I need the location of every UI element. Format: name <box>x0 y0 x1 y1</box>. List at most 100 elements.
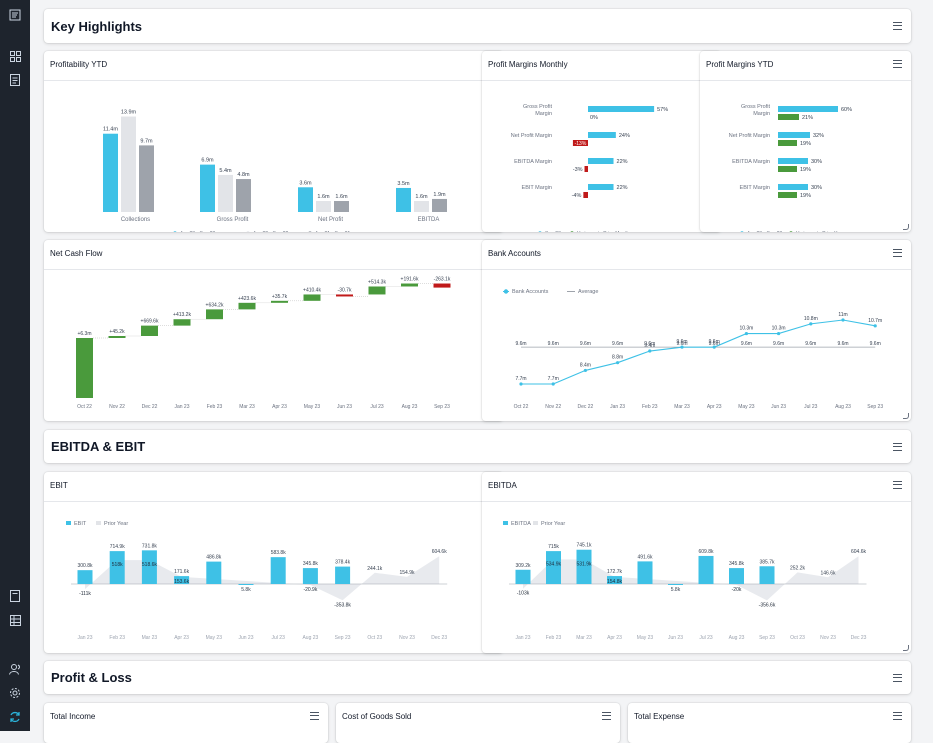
ebitda-card: EBITDA 309.2k 715k 745.1k 172.7k 491.6k 5.8k 6… <box>482 472 911 653</box>
resize-handle-icon[interactable] <box>903 645 909 651</box>
data-label: 9.6m <box>515 341 526 347</box>
data-label: +35.7k <box>272 294 288 300</box>
total-expense-card: Total Expense <box>628 703 911 743</box>
category-label: EBITDA <box>418 217 440 223</box>
bar <box>515 569 531 584</box>
total-income-card: Total Income <box>44 703 328 743</box>
data-point <box>712 345 716 349</box>
data-label: 9.6m <box>773 341 784 347</box>
category-label: Gross Profit <box>217 217 249 223</box>
card-menu-icon[interactable] <box>893 480 902 490</box>
profitability-card: Profitability YTD 11.4m 13.9m 9.7m Collecti… <box>44 51 503 232</box>
bar <box>778 106 838 112</box>
card-menu-icon[interactable] <box>602 711 611 721</box>
category-label: Dec 23 <box>431 635 447 641</box>
book-icon[interactable] <box>7 588 23 604</box>
card-title: Profitability YTD <box>50 60 108 69</box>
legend-label: Jan 23 - Sep 23 <box>747 231 783 232</box>
data-label: 30% <box>811 159 822 165</box>
data-label: -20.9k <box>303 587 317 593</box>
data-point <box>680 345 684 349</box>
prior-year-area <box>85 556 440 601</box>
data-label: 9.6m <box>676 339 687 345</box>
bar <box>336 294 353 297</box>
section-menu-icon[interactable] <box>893 442 902 452</box>
bar <box>109 551 125 584</box>
data-label: -356.6k <box>759 602 776 608</box>
data-label: 583.8k <box>271 550 287 556</box>
category-label: Gross Profit <box>523 104 553 110</box>
data-point <box>648 349 652 353</box>
card-menu-icon[interactable] <box>893 248 902 258</box>
data-label: 22% <box>617 159 628 165</box>
category-label: Jul 23 <box>699 635 713 641</box>
data-label: -3% <box>573 167 583 173</box>
users-icon[interactable] <box>7 661 23 677</box>
legend-label: EBIT <box>74 521 87 527</box>
data-point <box>616 361 620 365</box>
card-title: Net Cash Flow <box>50 249 103 258</box>
legend-label: Jan 23 - Sep 23 <box>180 231 216 232</box>
card-title: EBITDA <box>488 481 517 490</box>
data-label: 1.6m <box>317 194 330 200</box>
card-menu-icon[interactable] <box>893 59 902 69</box>
legend-swatch <box>308 231 312 232</box>
category-label: Net Profit Margin <box>511 133 552 139</box>
category-label: Sep 23 <box>759 635 775 641</box>
resize-handle-icon[interactable] <box>903 413 909 419</box>
data-label: +413.2k <box>173 312 191 318</box>
legend-swatch <box>740 231 744 232</box>
category-label: EBITDA Margin <box>732 159 770 165</box>
bar <box>576 549 592 584</box>
settings-icon[interactable] <box>7 685 23 701</box>
data-label: +6.3m <box>77 331 91 337</box>
menu-collapse-icon[interactable] <box>7 7 23 23</box>
data-label: -353.8k <box>334 602 351 608</box>
card-menu-icon[interactable] <box>310 711 319 721</box>
bar <box>303 294 321 301</box>
bar <box>368 286 386 295</box>
bar <box>174 576 190 584</box>
data-label: 486.8k <box>206 555 222 561</box>
card-menu-icon[interactable] <box>893 711 902 721</box>
net-cash-card: Net Cash Flow +6.3m Oct 22 +45.2k Nov 22 +66… <box>44 240 503 421</box>
data-label: 1.6m <box>335 194 348 200</box>
bar <box>414 201 429 212</box>
bar <box>584 166 588 172</box>
pm-ytd-card: Profit Margins YTD Gross Profit Margin 60%… <box>700 51 911 232</box>
category-label: Jun 23 <box>337 404 352 410</box>
data-label: 385.7k <box>759 559 775 565</box>
category-label: Oct 22 <box>77 404 92 410</box>
refresh-icon[interactable] <box>7 709 23 725</box>
category-label: May 23 <box>738 404 755 410</box>
report-icon[interactable] <box>7 72 23 88</box>
bank-chart: 9.6m 9.6m 9.6m 9.6m 9.6m 9.6m 9.6m 9.6m 9.6m 9.6m… <box>503 289 883 410</box>
bar <box>588 132 616 138</box>
section-menu-icon[interactable] <box>893 673 902 683</box>
bar <box>103 133 118 212</box>
resize-handle-icon[interactable] <box>903 224 909 230</box>
legend-label: Average <box>578 289 598 295</box>
data-label: 518k <box>112 562 123 568</box>
data-label: -13% <box>575 141 587 147</box>
bar <box>298 187 313 212</box>
bar <box>108 336 126 338</box>
section-menu-icon[interactable] <box>893 21 902 31</box>
category-label: Mar 23 <box>674 404 690 410</box>
grid-icon[interactable] <box>7 48 23 64</box>
category-label: Oct 23 <box>367 635 382 641</box>
data-label: 19% <box>800 193 811 199</box>
bar <box>432 198 447 212</box>
data-label: +634.2k <box>206 302 224 308</box>
category-label: Aug 23 <box>729 635 745 641</box>
category-label: May 23 <box>637 635 654 641</box>
table-icon[interactable] <box>7 612 23 628</box>
bar <box>76 338 93 398</box>
bar <box>173 319 191 326</box>
data-label: 9.6m <box>805 341 816 347</box>
bar <box>729 568 744 584</box>
data-label: -111k <box>79 591 91 597</box>
data-label: 10.3m <box>772 326 786 332</box>
legend-label: Bank Accounts <box>512 289 549 295</box>
